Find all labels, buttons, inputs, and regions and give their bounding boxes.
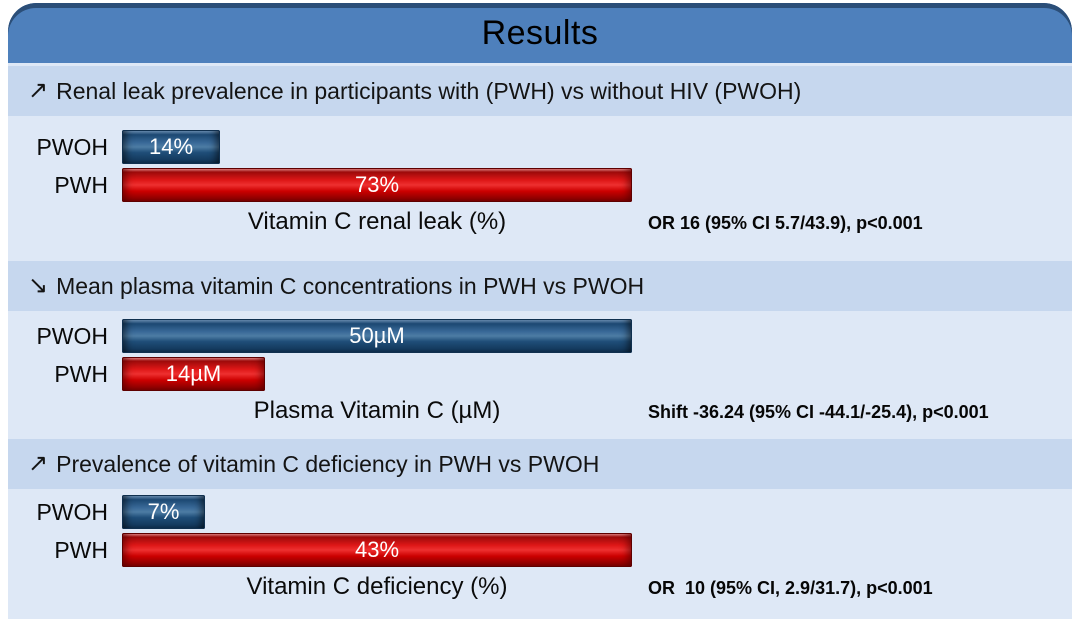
group-label: PWH bbox=[54, 536, 108, 563]
bar-value-label: 43% bbox=[354, 537, 400, 562]
bar-pwoh-renal-leak: 14% bbox=[122, 130, 220, 164]
bar-value-label: 14µM bbox=[165, 361, 222, 386]
axis-label: Plasma Vitamin C (µM) bbox=[253, 397, 501, 424]
stat-annotation: OR 16 (95% CI 5.7/43.9), p<0.001 bbox=[648, 213, 923, 233]
trend-down-icon: ↘ bbox=[28, 272, 49, 299]
bar-value-label: 7% bbox=[147, 499, 180, 524]
group-label: PWH bbox=[54, 360, 108, 387]
axis-label: Vitamin C deficiency (%) bbox=[246, 573, 508, 600]
section-heading-text: Mean plasma vitamin C concentrations in … bbox=[56, 272, 645, 299]
caption-row: Vitamin C renal leak (%) OR 16 (95% CI 5… bbox=[16, 208, 1072, 236]
slide-header: Results bbox=[8, 3, 1072, 63]
stat-annotation: Shift -36.24 (95% CI -44.1/-25.4), p<0.0… bbox=[648, 402, 989, 422]
caption-row: Plasma Vitamin C (µM) Shift -36.24 (95% … bbox=[16, 397, 1072, 425]
bar-row: PWOH 50µM bbox=[16, 319, 1072, 353]
trend-up-icon: ↗ bbox=[28, 450, 49, 477]
chart-plasma-vitamin-c: PWOH 50µM PWH 14µM Plasma Vitamin C (µM)… bbox=[8, 311, 1072, 425]
group-label: PWOH bbox=[36, 133, 108, 160]
trend-up-icon: ↗ bbox=[28, 77, 49, 104]
bar-row: PWOH 7% bbox=[16, 495, 1072, 529]
bar-pwh-plasma: 14µM bbox=[122, 357, 265, 391]
section-heading-renal-leak: ↗ Renal leak prevalence in participants … bbox=[8, 66, 1072, 116]
axis-label: Vitamin C renal leak (%) bbox=[247, 208, 507, 235]
group-label: PWOH bbox=[36, 322, 108, 349]
bar-pwh-renal-leak: 73% bbox=[122, 168, 632, 202]
bar-value-label: 14% bbox=[148, 134, 194, 159]
section-heading-deficiency: ↗ Prevalence of vitamin C deficiency in … bbox=[8, 439, 1072, 489]
chart-renal-leak: PWOH 14% PWH 73% Vitamin C renal leak (%… bbox=[8, 116, 1072, 236]
bar-pwoh-plasma: 50µM bbox=[122, 319, 632, 353]
caption-row: Vitamin C deficiency (%) OR 10 (95% CI, … bbox=[16, 573, 1072, 601]
bar-row: PWOH 14% bbox=[16, 130, 1072, 164]
bar-value-label: 50µM bbox=[349, 323, 405, 348]
section-heading-text: Renal leak prevalence in participants wi… bbox=[56, 77, 802, 104]
bar-row: PWH 14µM bbox=[16, 357, 1072, 391]
bar-pwh-deficiency: 43% bbox=[122, 533, 632, 567]
page-title: Results bbox=[481, 13, 599, 52]
bar-row: PWH 43% bbox=[16, 533, 1072, 567]
group-label: PWOH bbox=[36, 498, 108, 525]
section-heading-plasma-concentration: ↘ Mean plasma vitamin C concentrations i… bbox=[8, 261, 1072, 311]
results-panel: Results ↗ Renal leak prevalence in parti… bbox=[8, 3, 1072, 619]
section-heading-text: Prevalence of vitamin C deficiency in PW… bbox=[56, 450, 600, 477]
stat-annotation: OR 10 (95% CI, 2.9/31.7), p<0.001 bbox=[648, 578, 933, 598]
bar-pwoh-deficiency: 7% bbox=[122, 495, 205, 529]
chart-vitamin-c-deficiency: PWOH 7% PWH 43% Vitamin C deficiency (%)… bbox=[8, 489, 1072, 601]
group-label: PWH bbox=[54, 171, 108, 198]
bar-row: PWH 73% bbox=[16, 168, 1072, 202]
bar-value-label: 73% bbox=[354, 172, 400, 197]
